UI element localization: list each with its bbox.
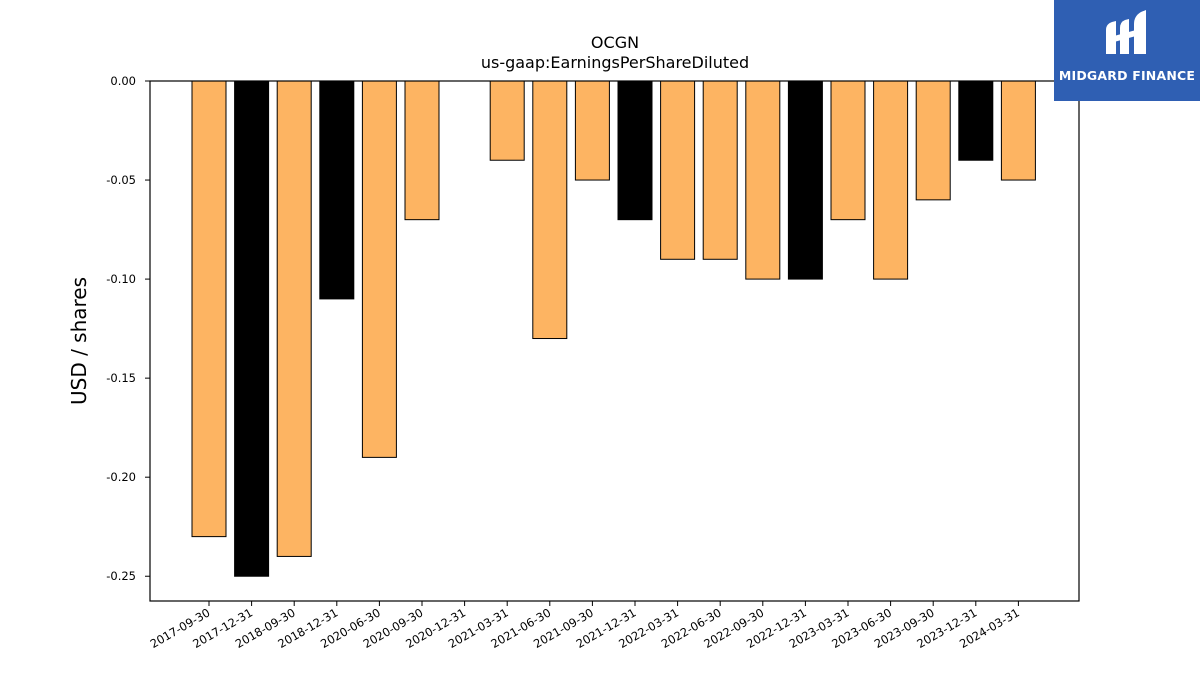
y-tick-label: -0.25 — [106, 569, 136, 583]
y-tick-label: -0.20 — [106, 470, 136, 484]
bar-2018-09-30 — [276, 80, 312, 557]
bar-2024-03-31 — [1000, 80, 1036, 181]
bar-2018-12-31 — [319, 80, 355, 300]
midgard-logo-icon — [1106, 10, 1146, 54]
bar-2022-06-30 — [702, 80, 738, 260]
y-tick-label: -0.10 — [106, 272, 136, 286]
y-axis: 0.00 -0.05 -0.10 -0.15 -0.20 -0.25 — [106, 74, 150, 583]
bar-2022-09-30 — [745, 80, 781, 280]
bar-2023-12-31 — [958, 80, 994, 161]
chart-title: OCGN — [591, 33, 639, 52]
bar-2023-03-31 — [830, 80, 866, 221]
bar-2021-06-30 — [532, 80, 568, 340]
midgard-finance-logo: MIDGARD FINANCE — [1054, 0, 1200, 101]
y-tick-label: -0.05 — [106, 173, 136, 187]
bar-2020-06-30 — [361, 80, 397, 458]
bar-2021-12-31 — [617, 80, 653, 221]
y-tick-label: 0.00 — [110, 74, 136, 88]
bar-2023-06-30 — [873, 80, 909, 280]
x-axis: 2017-09-302017-12-312018-09-302018-12-31… — [148, 601, 1022, 651]
plot-frame — [149, 80, 1080, 602]
bar-2021-03-31 — [489, 80, 525, 161]
bars-group — [191, 80, 1036, 577]
bar-2017-09-30 — [191, 80, 227, 538]
bar-2021-09-30 — [574, 80, 610, 181]
bar-2023-09-30 — [915, 80, 951, 201]
y-tick-label: -0.15 — [106, 371, 136, 385]
bar-2022-12-31 — [787, 80, 823, 280]
bar-2017-12-31 — [234, 80, 270, 577]
bar-2020-09-30 — [404, 80, 440, 221]
brand-name: MIDGARD FINANCE — [1058, 68, 1196, 83]
chart-subtitle: us-gaap:EarningsPerShareDiluted — [481, 53, 749, 72]
bar-2022-03-31 — [660, 80, 696, 260]
y-axis-label: USD / shares — [67, 277, 91, 405]
